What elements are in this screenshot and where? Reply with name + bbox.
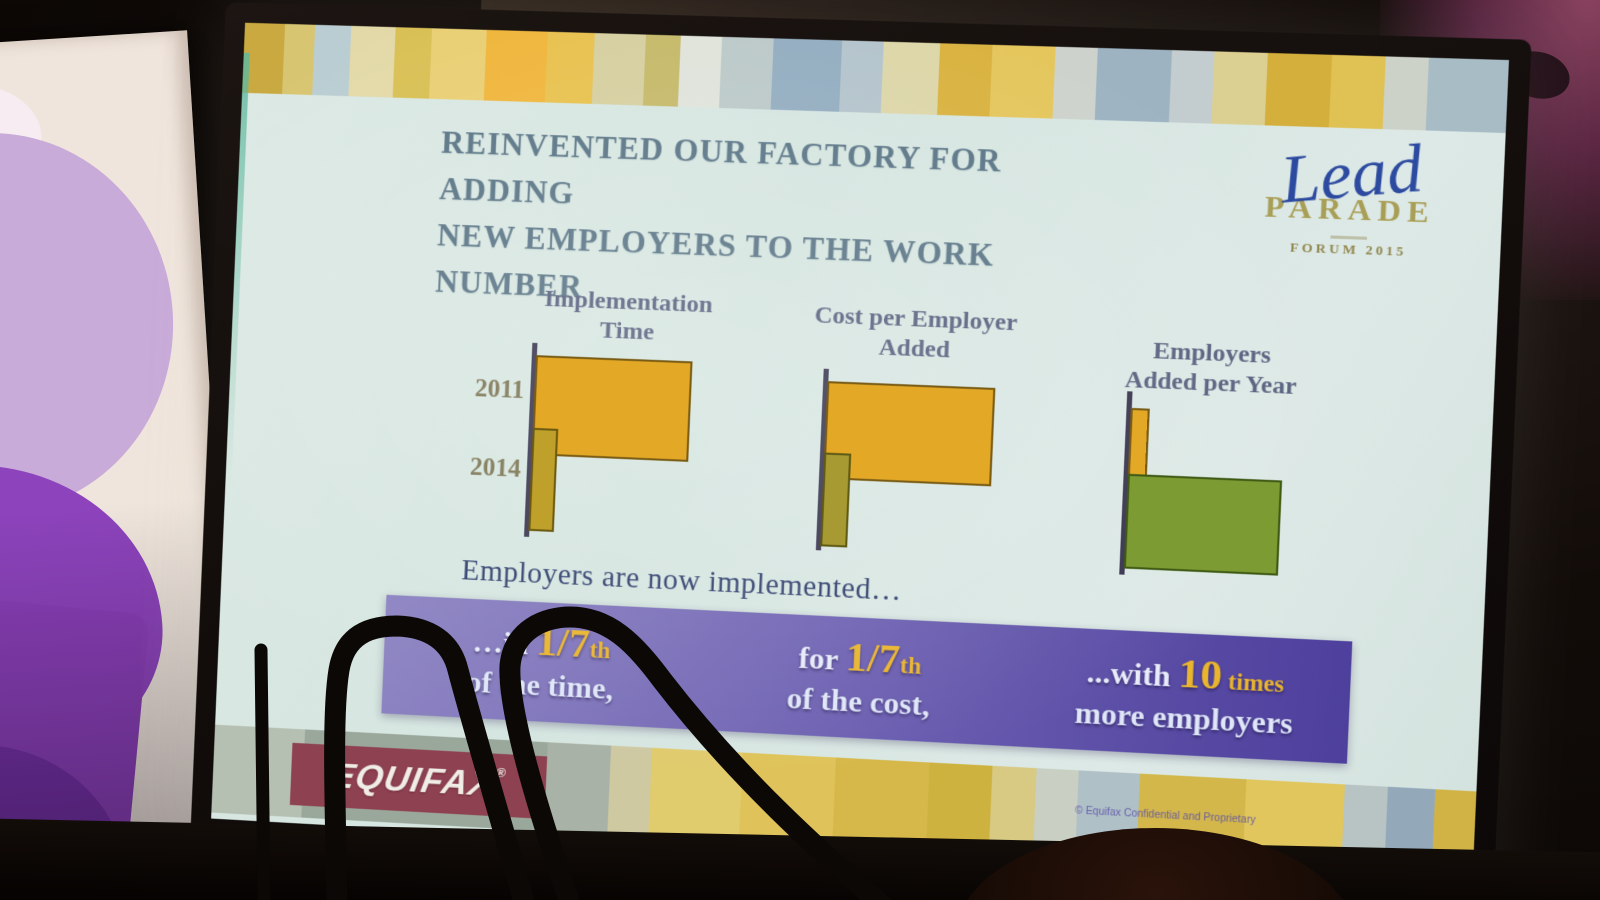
banner-employers-suffix: times <box>1221 668 1285 698</box>
bar-2014-implementation-time <box>528 427 559 532</box>
banner-employers-prefix: ...with <box>1085 655 1180 694</box>
equifax-wordmark: EQUIFAX <box>328 756 498 804</box>
chart3-title-line1: Employers <box>1152 337 1272 370</box>
chart-implementation-time <box>524 343 717 545</box>
presentation-screen: REINVENTED OUR FACTORY FOR ADDING NEW EM… <box>190 2 1532 900</box>
bar-2014-employers-added <box>1123 473 1283 576</box>
screen-edge-reflection <box>225 52 250 484</box>
lead-the-parade-logo: Lead PARADE FORUM 2015 <box>1204 130 1499 263</box>
logo-flourish <box>1330 235 1368 240</box>
banner-cost-suffix: th <box>899 652 922 680</box>
equifax-logo: EQUIFAX® <box>328 756 508 805</box>
slide: REINVENTED OUR FACTORY FOR ADDING NEW EM… <box>211 22 1509 890</box>
chart-cost-per-employer <box>816 369 1017 559</box>
banner-time-fraction: 1/7 <box>535 617 591 667</box>
registered-mark: ® <box>494 764 509 781</box>
banner-time-prefix: …in <box>471 625 537 662</box>
chart1-title-line1: Implementation <box>543 285 714 319</box>
chart-title-cost-per-employer: Cost per Employer Added <box>789 300 1042 370</box>
lead-in-text: Employers are now implemented… <box>460 554 903 608</box>
results-banner: …in 1/7th of the time, for 1/7th of the … <box>381 594 1353 764</box>
bar-2014-cost <box>820 452 852 548</box>
slide-title-line1: REINVENTED OUR FACTORY FOR ADDING <box>438 124 1003 211</box>
chart-employers-added-per-year <box>1119 391 1303 582</box>
chart1-title-line2: Time <box>599 317 655 346</box>
banner-cost-fraction: 1/7 <box>844 632 902 683</box>
year-label-2011: 2011 <box>474 374 525 405</box>
banner-time-suffix: th <box>589 637 612 664</box>
logo-forum-line: FORUM 2015 <box>1289 239 1407 259</box>
banner-employers-number: 10 <box>1177 648 1224 699</box>
chart2-title-line1: Cost per Employer <box>813 301 1018 337</box>
chart-title-implementation-time: Implementation Time <box>504 283 752 352</box>
banner-cost-prefix: for <box>797 641 847 678</box>
year-label-2014: 2014 <box>469 453 522 483</box>
banner-col-employers: ...with 10 times more employers <box>1019 626 1352 746</box>
chart2-title-line2: Added <box>878 334 951 364</box>
top-stripe-band <box>242 22 1509 134</box>
logo-script-word: Lead <box>1277 130 1426 219</box>
banner-col-cost: for 1/7th of the cost, <box>697 610 1023 728</box>
banner-col-time: …in 1/7th of the time, <box>382 595 702 712</box>
